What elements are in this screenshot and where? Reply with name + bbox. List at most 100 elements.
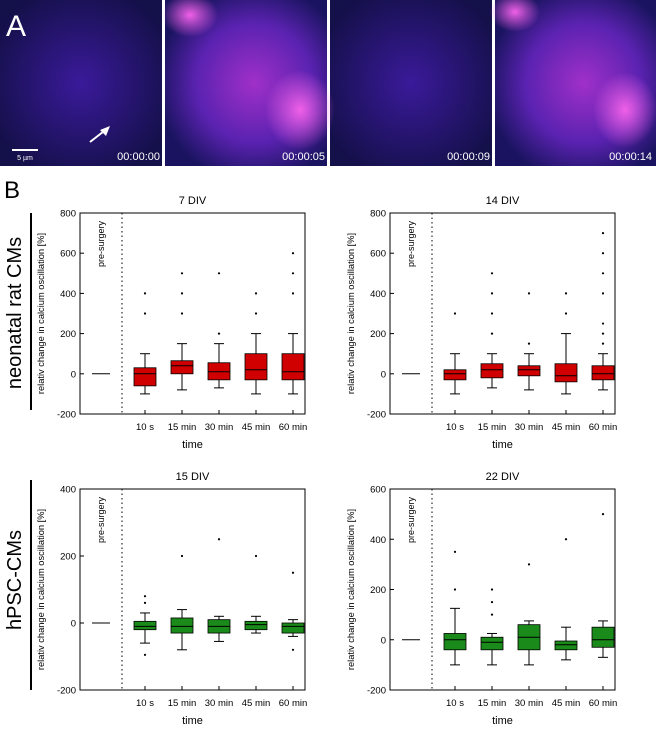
outlier (143, 292, 147, 295)
y-tick-label: -200 (367, 686, 386, 697)
x-tick-label: 10 s (136, 698, 154, 709)
row-label: hPSC-CMs (4, 530, 26, 630)
outlier (601, 272, 605, 275)
y-tick-label: 800 (370, 209, 386, 220)
arrow-head (100, 126, 110, 136)
outlier (564, 538, 568, 541)
cell (162, 0, 218, 37)
box (554, 640, 578, 651)
outlier (490, 600, 494, 604)
cell (593, 72, 656, 148)
x-tick-label: 30 min (205, 422, 234, 433)
outlier (601, 292, 605, 295)
plot-frame (389, 488, 616, 691)
y-axis-label: relativ change in calcium oscillation [%… (36, 509, 46, 670)
cell (490, 0, 540, 32)
y-tick-label: 200 (60, 552, 76, 563)
x-tick-label: 15 min (168, 698, 197, 709)
outlier (180, 312, 184, 315)
row-label: neonatal rat CMs (4, 237, 26, 389)
box (281, 353, 305, 381)
outlier (217, 538, 221, 541)
scale-bar-label: 5 µm (17, 155, 33, 162)
y-tick-label: 200 (60, 329, 76, 340)
baseline-label: pre-surgery (96, 497, 106, 544)
x-tick-label: 45 min (242, 422, 271, 433)
x-tick-label: 30 min (205, 698, 234, 709)
plot-frame (79, 212, 306, 415)
x-tick-label: 45 min (242, 698, 271, 709)
plot-frame (79, 488, 306, 691)
timestamp: 00:00:00 (117, 151, 160, 163)
outlier (601, 332, 605, 335)
box (170, 360, 194, 375)
y-tick-label: 200 (370, 329, 386, 340)
y-axis-label: relativ change in calcium oscillation [%… (346, 509, 356, 670)
y-tick-label: 600 (370, 485, 386, 496)
x-tick-label: 45 min (552, 422, 581, 433)
plot-frame (389, 212, 616, 415)
y-axis-label: relativ change in calcium oscillation [%… (36, 233, 46, 394)
baseline-label: pre-surgery (406, 497, 416, 544)
outlier (601, 513, 605, 516)
outlier (217, 272, 221, 275)
y-axis-label: relativ change in calcium oscillation [%… (346, 233, 356, 394)
y-tick-label: -200 (367, 410, 386, 421)
outlier (143, 312, 147, 315)
box (480, 363, 504, 379)
outlier (601, 342, 605, 345)
x-tick-label: 15 min (168, 422, 197, 433)
panel-label: A (6, 10, 26, 43)
x-axis-label: time (492, 439, 513, 451)
x-tick-label: 15 min (478, 422, 507, 433)
x-tick-label: 10 s (446, 422, 464, 433)
timestamp: 00:00:05 (282, 151, 325, 163)
box (591, 365, 615, 381)
x-tick-label: 60 min (279, 698, 308, 709)
outlier (601, 322, 605, 325)
x-tick-label: 60 min (589, 422, 618, 433)
box (207, 362, 231, 381)
timestamp: 00:00:09 (447, 151, 490, 163)
cell (265, 70, 335, 150)
box (517, 365, 541, 377)
x-axis-label: time (182, 715, 203, 726)
image (330, 0, 492, 166)
outlier (601, 252, 605, 255)
y-tick-label: 0 (71, 369, 76, 380)
outlier (143, 595, 147, 598)
y-tick-label: 600 (60, 249, 76, 260)
y-tick-label: 0 (381, 369, 386, 380)
box (244, 353, 268, 381)
outlier (254, 292, 258, 295)
baseline-label: pre-surgery (96, 221, 106, 268)
outlier (291, 648, 295, 651)
panel-label: B (4, 177, 20, 204)
box (443, 369, 467, 381)
x-tick-label: 10 s (446, 698, 464, 709)
outlier (564, 292, 568, 295)
y-tick-label: 200 (370, 585, 386, 596)
chart-title: 22 DIV (486, 471, 520, 483)
y-tick-label: 600 (370, 249, 386, 260)
box (170, 617, 194, 634)
outlier (180, 272, 184, 275)
outlier (180, 554, 184, 558)
outlier (291, 272, 295, 275)
outlier (527, 563, 531, 566)
box (281, 622, 305, 634)
outlier (601, 232, 605, 235)
x-axis-label: time (182, 439, 203, 451)
y-tick-label: 400 (370, 289, 386, 300)
y-tick-label: 800 (60, 209, 76, 220)
box (244, 620, 268, 631)
outlier (254, 312, 258, 315)
image (0, 0, 162, 166)
box (133, 367, 157, 387)
timestamp: 00:00:14 (609, 151, 652, 163)
outlier (143, 601, 147, 605)
x-tick-label: 60 min (279, 422, 308, 433)
x-axis-label: time (492, 715, 513, 726)
chart-title: 14 DIV (486, 195, 520, 207)
